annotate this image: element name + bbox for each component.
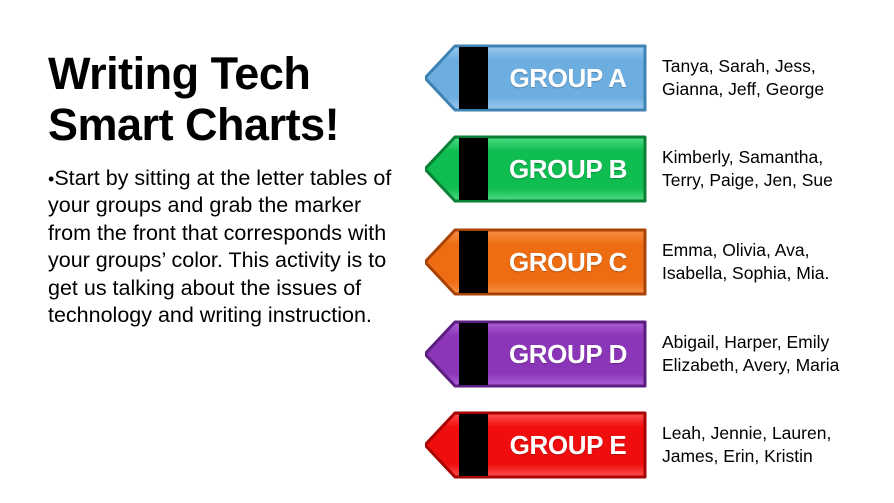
group-row-c: GROUP C Emma, Olivia, Ava, Isabella, Sop…: [425, 226, 885, 298]
instructions-paragraph: •Start by sitting at the letter tables o…: [48, 165, 398, 330]
group-members-d: Abigail, Harper, Emily Elizabeth, Avery,…: [662, 331, 840, 375]
bullet-icon: •: [48, 168, 55, 189]
crayon-arrow-d[interactable]: GROUP D: [425, 318, 647, 390]
crayon-arrow-a[interactable]: GROUP A: [425, 42, 647, 114]
group-row-a: GROUP A Tanya, Sarah, Jess, Gianna, Jeff…: [425, 42, 885, 114]
crayon-arrow-e[interactable]: GROUP E: [425, 409, 647, 481]
crayon-arrow-b[interactable]: GROUP B: [425, 133, 647, 205]
title-line-2: Smart Charts!: [48, 99, 340, 151]
page-title: Writing Tech Smart Charts!: [48, 48, 398, 151]
group-members-b: Kimberly, Samantha, Terry, Paige, Jen, S…: [662, 146, 833, 190]
group-row-e: GROUP E Leah, Jennie, Lauren, James, Eri…: [425, 409, 885, 481]
left-text-panel: Writing Tech Smart Charts! •Start by sit…: [48, 48, 398, 330]
group-row-b: GROUP B Kimberly, Samantha, Terry, Paige…: [425, 133, 885, 205]
crayon-arrow-c[interactable]: GROUP C: [425, 226, 647, 298]
group-row-d: GROUP D Abigail, Harper, Emily Elizabeth…: [425, 318, 885, 390]
group-members-e: Leah, Jennie, Lauren, James, Erin, Krist…: [662, 422, 832, 466]
title-line-1: Writing Tech: [48, 48, 311, 99]
group-members-a: Tanya, Sarah, Jess, Gianna, Jeff, George: [662, 55, 825, 99]
group-members-c: Emma, Olivia, Ava, Isabella, Sophia, Mia…: [662, 239, 830, 283]
instructions-text: Start by sitting at the letter tables of…: [48, 165, 392, 328]
